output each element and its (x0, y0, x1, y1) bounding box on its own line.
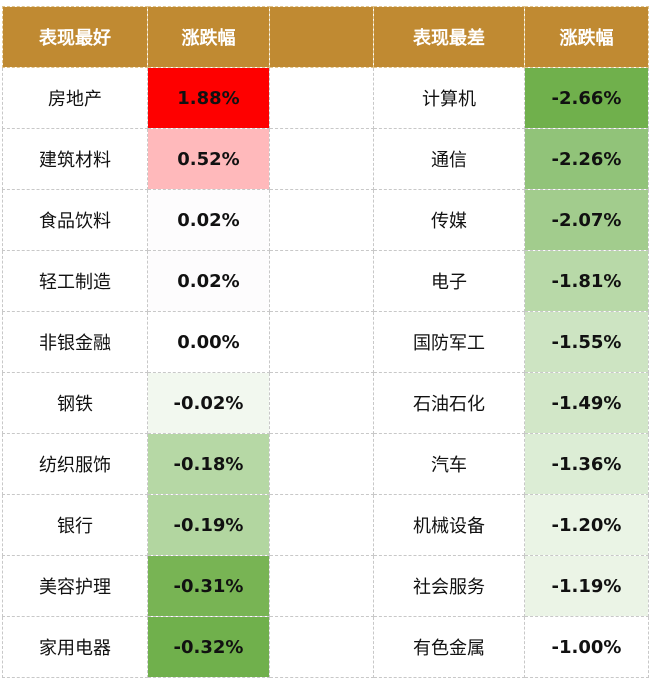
header-row: 表现最好 涨跌幅 表现最差 涨跌幅 (2, 6, 649, 68)
table-row: 房地产 1.88% 计算机 -2.66% (2, 67, 649, 129)
column-spacer (269, 189, 374, 251)
column-spacer (269, 67, 374, 129)
column-spacer (269, 250, 374, 312)
table-row: 建筑材料 0.52% 通信 -2.26% (2, 128, 649, 190)
best-sector-change: -0.32% (147, 616, 270, 678)
worst-change-header: 涨跌幅 (524, 6, 649, 68)
header-spacer (269, 6, 374, 68)
best-sector-name: 食品饮料 (2, 189, 148, 251)
column-spacer (269, 372, 374, 434)
worst-sector-name: 计算机 (373, 67, 525, 129)
table-row: 钢铁 -0.02% 石油石化 -1.49% (2, 372, 649, 434)
best-change-header: 涨跌幅 (147, 6, 270, 68)
table-row: 纺织服饰 -0.18% 汽车 -1.36% (2, 433, 649, 495)
best-sector-name: 钢铁 (2, 372, 148, 434)
worst-header: 表现最差 (373, 6, 525, 68)
best-sector-name: 非银金融 (2, 311, 148, 373)
worst-sector-change: -2.07% (524, 189, 649, 251)
worst-sector-change: -1.19% (524, 555, 649, 617)
column-spacer (269, 616, 374, 678)
column-spacer (269, 433, 374, 495)
worst-sector-change: -2.26% (524, 128, 649, 190)
worst-sector-name: 汽车 (373, 433, 525, 495)
worst-sector-change: -1.00% (524, 616, 649, 678)
best-sector-name: 房地产 (2, 67, 148, 129)
worst-sector-name: 社会服务 (373, 555, 525, 617)
column-spacer (269, 494, 374, 556)
best-sector-name: 家用电器 (2, 616, 148, 678)
best-sector-change: -0.18% (147, 433, 270, 495)
best-header: 表现最好 (2, 6, 148, 68)
best-sector-change: 0.02% (147, 189, 270, 251)
best-sector-name: 银行 (2, 494, 148, 556)
column-spacer (269, 311, 374, 373)
best-sector-change: 0.02% (147, 250, 270, 312)
column-spacer (269, 555, 374, 617)
worst-sector-change: -1.81% (524, 250, 649, 312)
best-sector-name: 轻工制造 (2, 250, 148, 312)
column-spacer (269, 128, 374, 190)
table-row: 家用电器 -0.32% 有色金属 -1.00% (2, 616, 649, 678)
table-row: 美容护理 -0.31% 社会服务 -1.19% (2, 555, 649, 617)
table-row: 食品饮料 0.02% 传媒 -2.07% (2, 189, 649, 251)
worst-sector-name: 传媒 (373, 189, 525, 251)
table-row: 轻工制造 0.02% 电子 -1.81% (2, 250, 649, 312)
best-sector-name: 美容护理 (2, 555, 148, 617)
worst-sector-name: 国防军工 (373, 311, 525, 373)
best-sector-change: -0.02% (147, 372, 270, 434)
best-sector-change: 0.00% (147, 311, 270, 373)
worst-sector-change: -1.55% (524, 311, 649, 373)
worst-sector-change: -1.20% (524, 494, 649, 556)
worst-sector-name: 有色金属 (373, 616, 525, 678)
best-sector-change: 1.88% (147, 67, 270, 129)
best-sector-change: -0.31% (147, 555, 270, 617)
table-row: 非银金融 0.00% 国防军工 -1.55% (2, 311, 649, 373)
worst-sector-name: 石油石化 (373, 372, 525, 434)
worst-sector-change: -1.36% (524, 433, 649, 495)
best-sector-change: -0.19% (147, 494, 270, 556)
worst-sector-name: 机械设备 (373, 494, 525, 556)
best-sector-name: 纺织服饰 (2, 433, 148, 495)
worst-sector-change: -2.66% (524, 67, 649, 129)
table-row: 银行 -0.19% 机械设备 -1.20% (2, 494, 649, 556)
worst-sector-name: 电子 (373, 250, 525, 312)
worst-sector-change: -1.49% (524, 372, 649, 434)
best-sector-name: 建筑材料 (2, 128, 148, 190)
worst-sector-name: 通信 (373, 128, 525, 190)
best-sector-change: 0.52% (147, 128, 270, 190)
sector-performance-table: 表现最好 涨跌幅 表现最差 涨跌幅 房地产 1.88% 计算机 -2.66% 建筑材料 0… (2, 6, 649, 678)
